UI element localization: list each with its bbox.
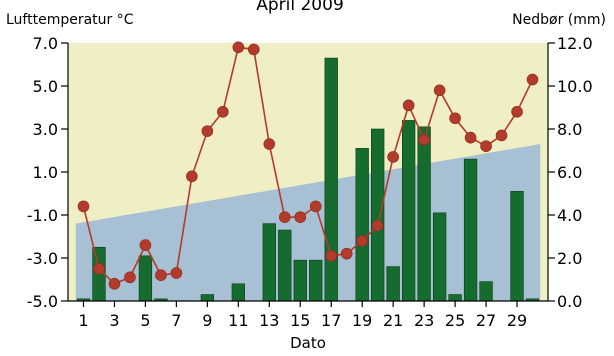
temperature-point: [464, 131, 477, 144]
temperature-point: [263, 138, 276, 150]
x-tick-label: 11: [228, 311, 248, 330]
temperature-point: [402, 99, 415, 112]
precipitation-bar: [278, 229, 292, 302]
x-tick-label: 9: [202, 311, 212, 330]
precipitation-bar: [479, 281, 493, 302]
precipitation-bars: [76, 57, 540, 302]
temperature-point: [418, 133, 430, 146]
y-left-tick-label: -1.0: [27, 206, 58, 225]
temperature-point: [139, 239, 152, 251]
x-tick-label: 13: [259, 311, 279, 330]
axis-ticks: -5.0 -3.0 -1.0 1.0 3.0 5.0 7.0 0.0 2.0 4.0 6.0 8.0 1…: [27, 34, 593, 330]
precipitation-bar: [448, 294, 462, 302]
temperature-point: [511, 106, 523, 118]
x-tick-label: 25: [445, 311, 465, 330]
y-right-tick-label: 10.0: [557, 77, 593, 96]
x-tick-label: 7: [171, 311, 181, 330]
x-tick-label: 29: [507, 311, 527, 330]
temperature-point: [495, 129, 508, 142]
temperature-point: [155, 269, 167, 282]
temperature-point: [449, 112, 461, 125]
temperature-point: [170, 267, 183, 279]
temperature-point: [340, 247, 353, 260]
y-right-tick-label: 6.0: [557, 163, 582, 182]
y-right-tick-label: 8.0: [557, 120, 582, 139]
temperature-point: [186, 170, 198, 183]
precipitation-bar: [401, 120, 416, 302]
precipitation-bar: [309, 259, 323, 302]
precipitation-bar: [355, 148, 369, 302]
temperature-point: [294, 211, 307, 223]
temperature-point: [387, 151, 399, 163]
precipitation-bar: [262, 223, 276, 302]
y-axis-label-left: Lufttemperatur °C: [6, 12, 134, 28]
x-tick-label: 23: [414, 311, 434, 330]
x-tick-label: 5: [140, 311, 150, 330]
temperature-point: [124, 271, 136, 284]
y-right-tick-label: 2.0: [557, 249, 582, 268]
temperature-point: [526, 73, 539, 86]
temperature-point: [217, 106, 229, 118]
y-left-tick-label: 7.0: [33, 34, 58, 53]
x-tick-label: 27: [476, 311, 496, 330]
y-left-tick-label: 5.0: [33, 77, 58, 96]
temperature-point: [77, 200, 90, 213]
precipitation-bar: [417, 126, 431, 302]
x-tick-label: 1: [78, 311, 88, 330]
temperature-point: [309, 200, 322, 213]
precipitation-bar: [510, 191, 524, 302]
precipitation-bar: [200, 294, 215, 302]
temperature-point: [248, 43, 260, 56]
temperature-point: [433, 84, 446, 97]
temperature-point: [325, 250, 338, 262]
x-tick-label: 15: [290, 311, 310, 330]
y-left-tick-label: 3.0: [33, 120, 58, 139]
temperature-point: [356, 235, 368, 247]
chart-title: April 2009: [256, 0, 344, 15]
precipitation-bar: [386, 266, 400, 302]
temperature-point: [201, 125, 214, 137]
temperature-point: [278, 211, 291, 223]
y-left-tick-label: -5.0: [27, 292, 58, 311]
y-axis-label-right: Nedbør (mm): [512, 12, 606, 28]
y-left-tick-label: -3.0: [27, 249, 58, 268]
x-tick-label: 3: [109, 311, 119, 330]
y-left-tick-label: 1.0: [33, 163, 58, 182]
precipitation-bar: [324, 57, 338, 302]
x-tick-label: 19: [352, 311, 372, 330]
precipitation-bar: [463, 158, 478, 302]
precipitation-bar: [432, 212, 447, 302]
y-right-tick-label: 12.0: [557, 34, 593, 53]
x-tick-label: 21: [383, 311, 403, 330]
temperature-point: [108, 277, 121, 290]
y-right-tick-label: 0.0: [557, 292, 582, 311]
temperature-markers: [77, 41, 539, 290]
y-right-tick-label: 4.0: [557, 206, 582, 225]
precipitation-bar: [138, 255, 153, 302]
x-axis-label: Dato: [290, 334, 326, 352]
temperature-point: [232, 41, 245, 54]
temperature-point: [93, 262, 105, 275]
temperature-point: [480, 140, 492, 152]
temperature-point: [371, 219, 384, 232]
x-tick-label: 17: [321, 311, 341, 330]
precipitation-bar: [293, 259, 307, 302]
precipitation-bar: [371, 128, 385, 302]
precipitation-bar: [231, 283, 245, 302]
